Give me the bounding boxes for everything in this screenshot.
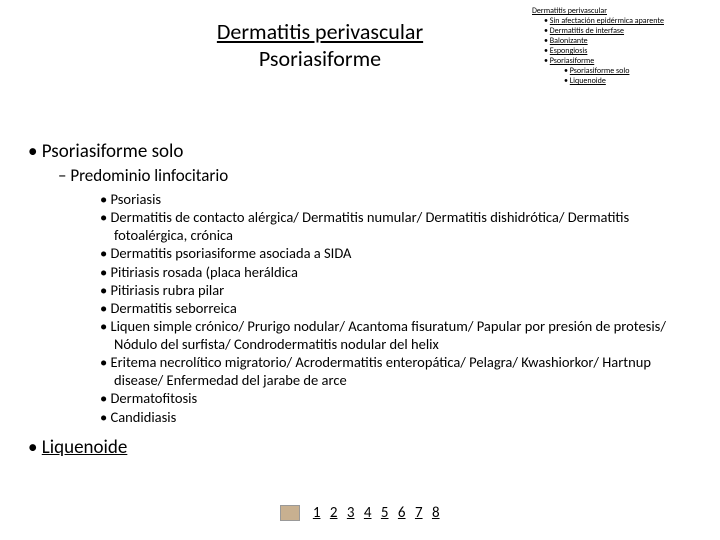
main-content: Psoriasiforme solo Predominio linfocitar… [28, 140, 700, 461]
title-line-1: Dermatitis perivascular [80, 18, 560, 45]
pagination: 1 2 3 4 5 6 7 8 [0, 504, 720, 522]
page-link[interactable]: 1 [313, 504, 321, 522]
bullet-level-3: Dermatitis seborreica [42, 299, 700, 317]
bullet-level-3: Pitiriasis rosada (placa heráldica [42, 263, 700, 281]
bullet-level-3: Dermatitis de contacto alérgica/ Dermati… [42, 208, 700, 244]
bullet-level-3: Psoriasis [42, 190, 700, 208]
bullet-level-3: Dermatitis psoriasiforme asociada a SIDA [42, 244, 700, 262]
page-link[interactable]: 2 [330, 504, 338, 522]
sidebar-subitem[interactable]: Psoriasiforme solo [532, 66, 712, 76]
page-link[interactable]: 5 [381, 504, 389, 522]
sidebar-subitem[interactable]: Liquenoide [532, 76, 712, 86]
title-line-2: Psoriasiforme [80, 45, 560, 72]
sidebar-item[interactable]: Sin afectación epidérmica aparente [532, 16, 712, 26]
page-link[interactable]: 7 [415, 504, 423, 522]
page-link[interactable]: 3 [347, 504, 355, 522]
page-thumb-icon[interactable] [280, 505, 300, 521]
bullet-level-3: Pitiriasis rubra pilar [42, 281, 700, 299]
page-link[interactable]: 6 [398, 504, 406, 522]
sidebar-heading: Dermatitis perivascular [532, 6, 712, 16]
sidebar-list: Sin afectación epidérmica aparente Derma… [532, 16, 712, 86]
bullet-level-1: Psoriasiforme solo [28, 140, 700, 163]
sidebar-item[interactable]: Balonizante [532, 36, 712, 46]
page-link[interactable]: 4 [364, 504, 372, 522]
sidebar-item[interactable]: Espongiosis [532, 46, 712, 56]
bullet-level-3: Dermatofitosis [42, 389, 700, 407]
bullet-level-2: Predominio linfocitario [28, 165, 700, 186]
bullet-level-3: Candidiasis [42, 408, 700, 426]
sidebar-nav: Dermatitis perivascular Sin afectación e… [532, 6, 712, 86]
slide-title: Dermatitis perivascular Psoriasiforme [80, 0, 560, 72]
page-link[interactable]: 8 [432, 504, 440, 522]
bullet-level-1-link[interactable]: Liquenoide [28, 436, 700, 459]
sidebar-item[interactable]: Psoriasiforme [532, 56, 712, 66]
bullet-level-3: Liquen simple crónico/ Prurigo nodular/ … [42, 317, 700, 353]
bullet-level-3: Eritema necrolítico migratorio/ Acroderm… [42, 353, 700, 389]
sidebar-item[interactable]: Dermatitis de interfase [532, 26, 712, 36]
